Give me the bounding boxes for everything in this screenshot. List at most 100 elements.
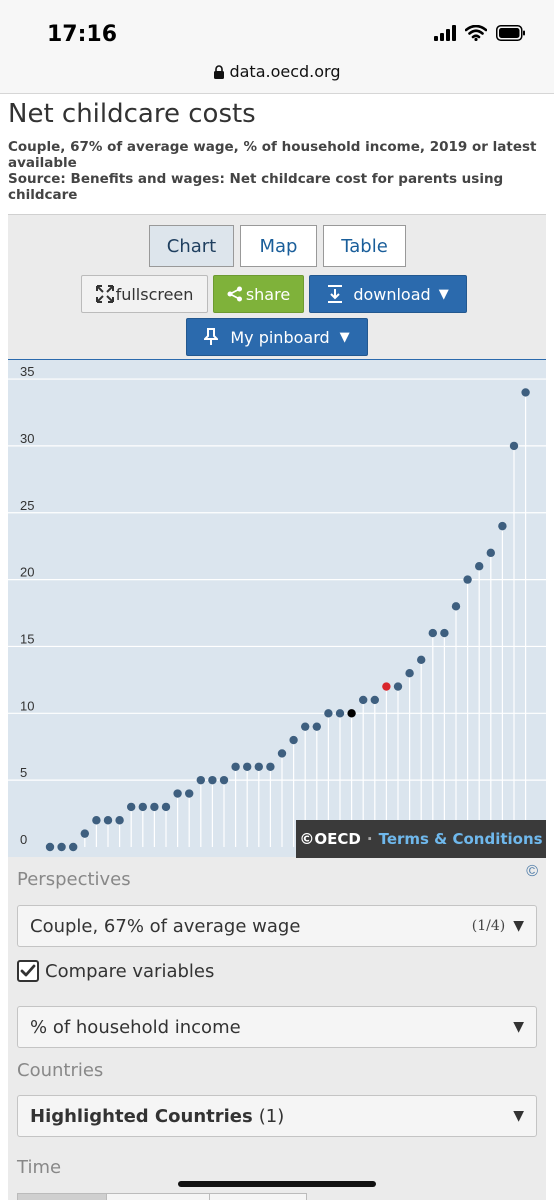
data-widget: Chart Map Table fullscreen share downloa…: [8, 214, 546, 1200]
data-point: [103, 816, 113, 825]
battery-icon: [496, 25, 525, 41]
compare-variables-row[interactable]: Compare variables: [17, 960, 214, 982]
data-point: [393, 682, 403, 691]
caret-down-icon: ▼: [513, 1108, 524, 1124]
download-button[interactable]: download ▼: [309, 275, 467, 313]
data-point: [69, 842, 78, 852]
y-tick-label: 20: [20, 565, 34, 580]
data-point: [486, 548, 495, 558]
data-point: [335, 709, 345, 718]
data-point: [57, 842, 66, 852]
system-icons: [434, 25, 526, 41]
perspective-select[interactable]: Couple, 67% of average wage (1/4) ▼: [17, 905, 537, 947]
action-buttons: fullscreen share download ▼: [81, 275, 467, 313]
compare-label: Compare variables: [45, 960, 215, 982]
checkmark-icon: [20, 964, 36, 977]
data-point: [208, 775, 217, 785]
data-point: [417, 655, 426, 665]
compare-checkbox[interactable]: [17, 960, 39, 982]
data-point: [382, 682, 391, 691]
oecd-credit-badge: ©OECD · Terms & Conditions: [296, 820, 546, 858]
page-title: Net childcare costs: [8, 99, 256, 129]
share-label: share: [245, 284, 291, 304]
lock-icon: [214, 65, 225, 79]
y-tick-label: 0: [20, 832, 27, 847]
measure-select[interactable]: % of household income ▼: [17, 1006, 537, 1048]
tab-map[interactable]: Map: [240, 225, 317, 267]
data-point: [173, 789, 182, 798]
data-point: [475, 562, 484, 571]
view-tabs: Chart Map Table: [149, 225, 406, 267]
data-point: [359, 695, 368, 705]
data-point: [405, 668, 414, 678]
countries-count: (1): [258, 1105, 285, 1127]
data-point: [161, 802, 171, 812]
data-point: [127, 802, 136, 812]
data-point: [196, 775, 205, 785]
badge-separator: ·: [366, 830, 373, 848]
time-label: Time: [17, 1157, 62, 1178]
chart-area[interactable]: 0 5 10 15 20 25 30 35 ©OECD · Terms & Condition…: [8, 359, 546, 858]
countries-select[interactable]: Highlighted Countries (1) ▼: [17, 1095, 537, 1137]
time-tabs[interactable]: [17, 1193, 307, 1200]
terms-link[interactable]: Terms & Conditions: [378, 830, 543, 848]
caret-down-icon: ▼: [339, 329, 350, 345]
address-bar[interactable]: data.oecd.org: [0, 62, 554, 81]
data-point: [231, 762, 240, 771]
signal-icon: [434, 25, 456, 41]
pin-icon: [204, 328, 219, 345]
share-button[interactable]: share: [213, 275, 304, 313]
wifi-icon: [465, 25, 487, 41]
data-point: [45, 842, 55, 852]
pinboard-button[interactable]: My pinboard ▼: [186, 318, 368, 356]
fullscreen-button[interactable]: fullscreen: [81, 275, 208, 313]
data-point: [347, 709, 356, 718]
caret-down-icon: ▼: [513, 918, 524, 934]
home-indicator[interactable]: [178, 1181, 376, 1187]
status-bar: 17:16 data.oecd.org: [0, 0, 554, 94]
countries-value: Highlighted Countries: [30, 1105, 253, 1127]
data-point: [428, 628, 437, 638]
caret-down-icon: ▼: [513, 1019, 524, 1035]
data-point: [243, 762, 252, 771]
data-point: [301, 722, 310, 731]
data-point: [115, 816, 124, 825]
pinboard-label: My pinboard: [230, 327, 330, 347]
page-subtitle: Couple, 67% of average wage, % of househ…: [8, 139, 537, 171]
data-point: [289, 735, 298, 745]
tab-chart[interactable]: Chart: [149, 225, 234, 267]
url-text: data.oecd.org: [229, 62, 341, 81]
y-tick-label: 10: [20, 698, 34, 713]
data-point: [254, 762, 263, 771]
tab-table[interactable]: Table: [323, 225, 406, 267]
data-point: [370, 695, 379, 705]
y-tick-label: 15: [20, 631, 34, 646]
chart-svg: 0 5 10 15 20 25 30 35: [8, 364, 546, 852]
download-icon: [328, 285, 343, 303]
copyright-icon[interactable]: ©: [526, 863, 538, 880]
perspective-count: (1/4): [471, 918, 506, 934]
data-point: [498, 521, 507, 531]
data-point: [451, 602, 461, 611]
fullscreen-label: fullscreen: [115, 284, 194, 304]
share-icon: [227, 286, 242, 302]
data-point: [138, 802, 147, 812]
data-point: [80, 829, 90, 838]
y-tick-label: 30: [20, 431, 34, 446]
countries-label: Countries: [17, 1060, 104, 1081]
caret-down-icon: ▼: [438, 286, 449, 302]
data-point: [440, 628, 449, 638]
data-point: [521, 388, 530, 397]
data-point: [324, 709, 333, 718]
y-tick-label: 5: [20, 765, 27, 780]
data-point: [509, 441, 519, 451]
data-point: [150, 802, 159, 812]
page-source: Source: Benefits and wages: Net childcar…: [8, 171, 504, 203]
data-point: [463, 575, 472, 584]
measure-value: % of household income: [30, 1016, 241, 1038]
data-point: [185, 789, 194, 798]
data-point: [312, 722, 321, 731]
y-tick-label: 25: [20, 498, 34, 513]
data-point: [266, 762, 275, 771]
data-point: [277, 749, 287, 758]
